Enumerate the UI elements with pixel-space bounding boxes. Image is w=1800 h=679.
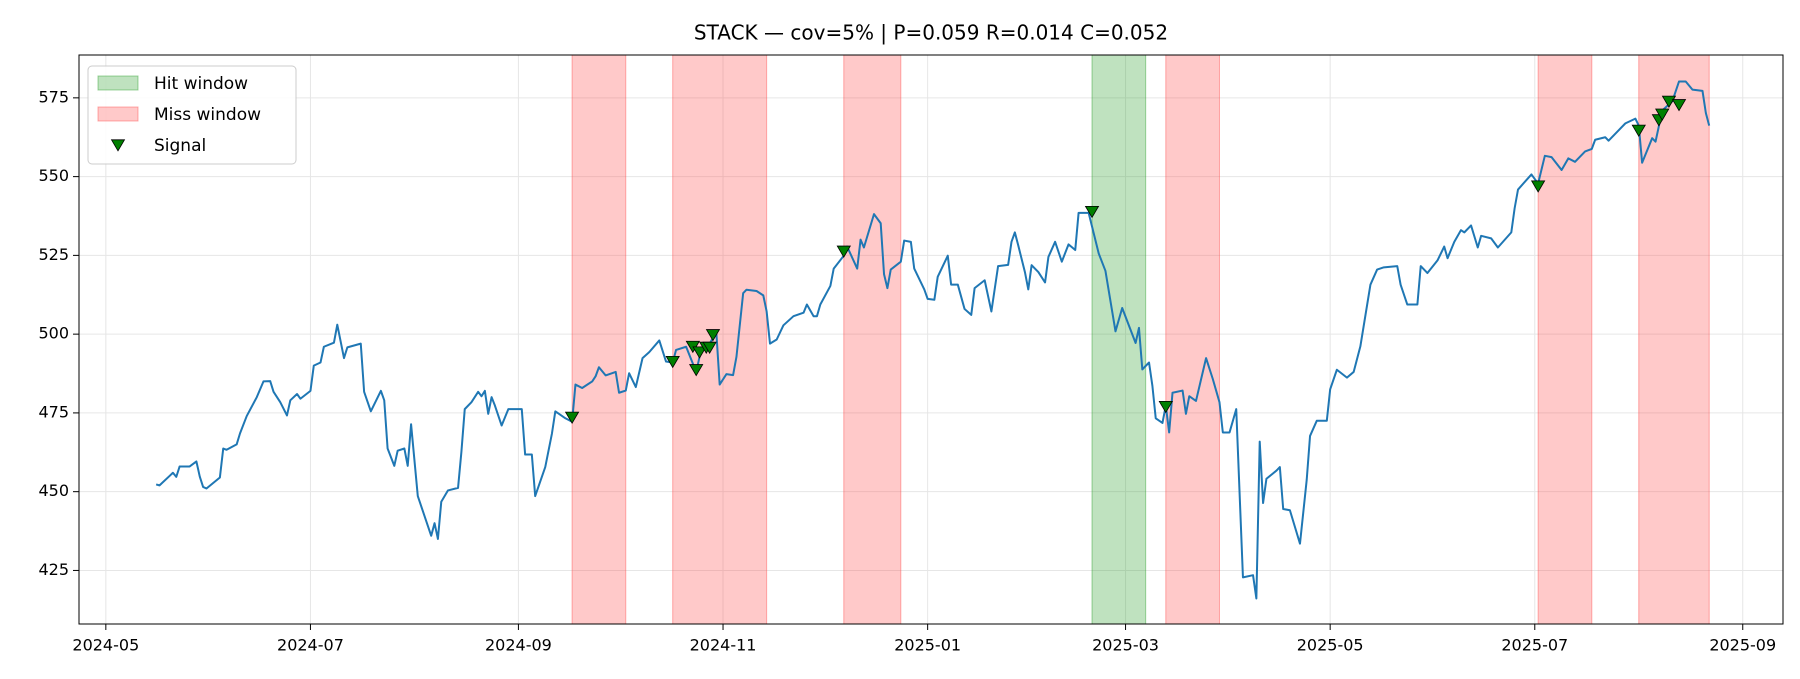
signal-marker <box>1084 205 1100 219</box>
legend-label: Hit window <box>154 74 248 94</box>
signal-marker <box>692 346 707 359</box>
legend-swatch <box>97 75 139 91</box>
x-tick-label: 2024-07 <box>277 636 344 655</box>
data <box>155 80 1711 600</box>
miss-window <box>1638 54 1710 625</box>
x-tick-label: 2024-09 <box>485 636 552 655</box>
signal-marker <box>1661 95 1677 108</box>
axes: 2024-05 2024-07 2024-09 2024-11 2025-01 2025-… <box>38 54 1784 655</box>
y-tick-label: 425 <box>38 560 69 579</box>
price-line <box>155 80 1711 600</box>
legend-swatch <box>97 106 139 122</box>
x-tick-label: 2025-05 <box>1297 636 1364 655</box>
x-tick-label: 2024-11 <box>690 636 757 655</box>
windows <box>571 54 1710 625</box>
y-tick-label: 450 <box>38 481 69 500</box>
y-tick-label: 500 <box>38 324 69 343</box>
signal-marker <box>1530 180 1546 193</box>
legend-swatch <box>110 139 126 152</box>
signal-marker <box>1631 124 1646 137</box>
legend-label: Signal <box>154 136 206 156</box>
miss-window <box>672 54 768 625</box>
y-tick-label: 525 <box>38 245 69 264</box>
x-tick-label: 2025-03 <box>1092 636 1159 655</box>
signal-marker <box>705 329 721 342</box>
signal-marker <box>702 341 717 355</box>
signal-marker <box>1158 401 1173 414</box>
x-tick-label: 2024-05 <box>72 636 139 655</box>
signal-marker <box>1655 108 1670 121</box>
y-tick-label: 550 <box>38 166 69 185</box>
y-tick-label: 475 <box>38 402 69 421</box>
grid <box>79 55 1783 624</box>
x-tick-label: 2025-01 <box>894 636 961 655</box>
chart-title: STACK — cov=5% | P=0.059 R=0.014 C=0.052 <box>694 21 1168 45</box>
signal-marker <box>688 364 704 377</box>
legend: Hit window Miss window Signal <box>87 65 297 165</box>
signal-marker <box>665 355 680 369</box>
x-tick-label: 2025-07 <box>1501 636 1568 655</box>
signal-marker <box>564 411 580 424</box>
miss-window <box>1537 54 1593 625</box>
signal-marker <box>1671 99 1687 112</box>
legend-box <box>87 65 297 165</box>
miss-window <box>843 54 902 625</box>
y-tick-label: 575 <box>38 87 69 106</box>
legend-label: Miss window <box>154 105 261 125</box>
miss-window <box>1165 54 1220 625</box>
signal-marker <box>836 245 851 258</box>
hit-window <box>1091 54 1147 625</box>
plot-frame <box>78 54 1784 625</box>
miss-window <box>571 54 627 625</box>
x-tick-label: 2025-09 <box>1709 636 1776 655</box>
